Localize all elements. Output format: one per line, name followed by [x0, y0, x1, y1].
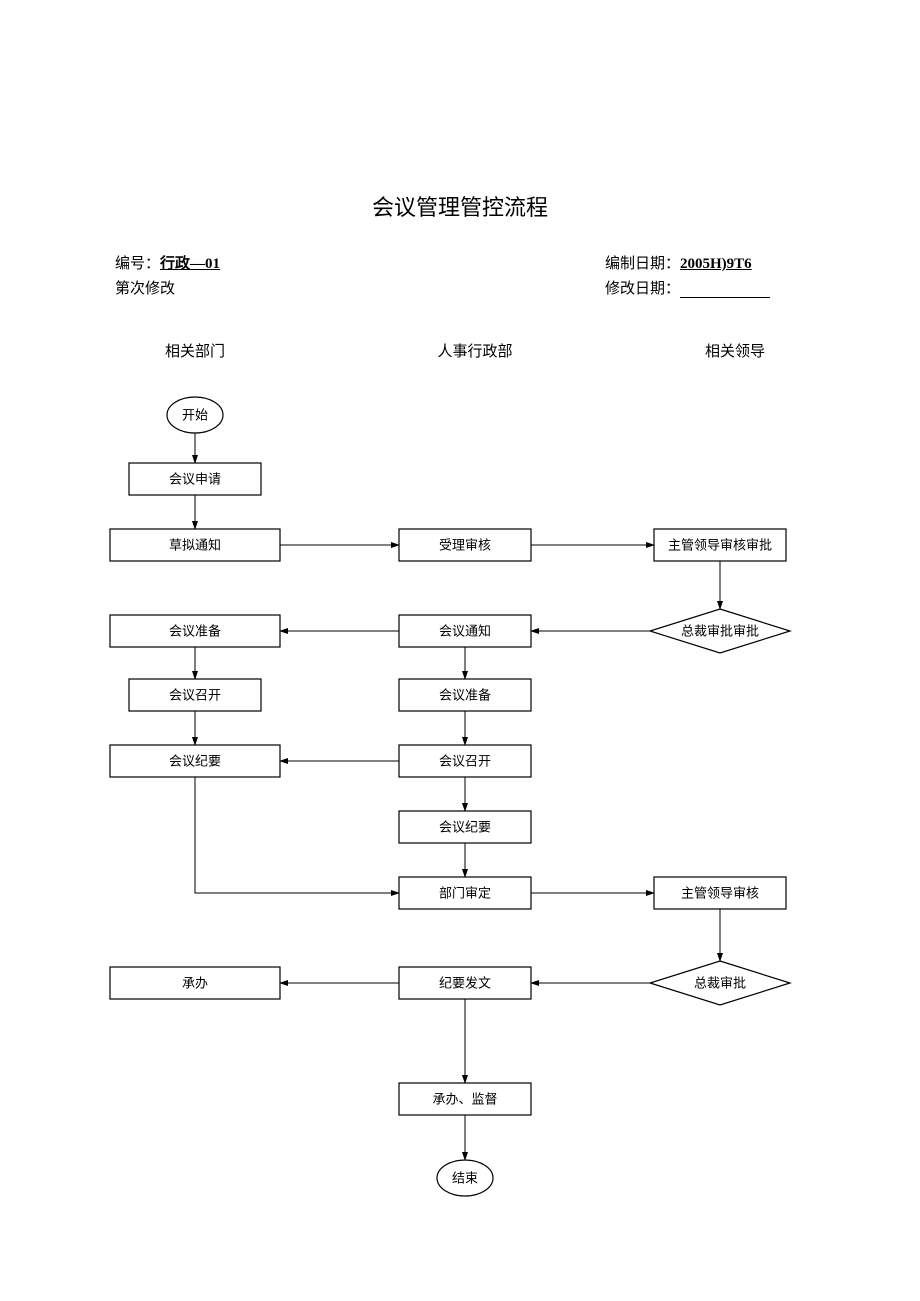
svg-text:会议纪要: 会议纪要 [169, 754, 221, 769]
svg-text:总裁审批审批: 总裁审批审批 [681, 624, 759, 639]
node-n_notice: 会议通知 [399, 615, 531, 647]
svg-text:总裁审批: 总裁审批 [694, 976, 746, 991]
svg-text:结束: 结束 [452, 1171, 478, 1186]
node-n_apply: 会议申请 [129, 463, 261, 495]
node-n_mgr1: 主管领导审核审批 [654, 529, 786, 561]
node-n_dept: 部门审定 [399, 877, 531, 909]
svg-text:会议准备: 会议准备 [169, 624, 221, 639]
svg-text:会议准备: 会议准备 [439, 688, 491, 703]
svg-text:会议申请: 会议申请 [169, 472, 221, 487]
svg-text:主管领导审核: 主管领导审核 [681, 886, 759, 901]
svg-text:主管领导审核审批: 主管领导审核审批 [668, 538, 772, 553]
node-n_hold2: 会议召开 [399, 745, 531, 777]
node-n_prep2: 会议准备 [399, 679, 531, 711]
svg-text:受理审核: 受理审核 [439, 538, 491, 553]
node-n_review: 受理审核 [399, 529, 531, 561]
document-page: 会议管理管控流程 编号：行政—01 第次修改 编制日期：2005H)9T6 修改… [0, 0, 920, 1301]
node-n_issue: 纪要发文 [399, 967, 531, 999]
svg-text:会议通知: 会议通知 [439, 624, 491, 639]
svg-text:纪要发文: 纪要发文 [439, 976, 491, 991]
terminal-end: 结束 [437, 1160, 493, 1196]
node-n_ceo1: 总裁审批审批 [650, 609, 790, 653]
svg-text:开始: 开始 [182, 408, 208, 423]
terminal-start: 开始 [167, 397, 223, 433]
node-n_ceo2: 总裁审批 [650, 961, 790, 1005]
svg-text:草拟通知: 草拟通知 [169, 538, 221, 553]
svg-text:部门审定: 部门审定 [439, 886, 491, 901]
svg-text:承办、监督: 承办、监督 [432, 1092, 497, 1107]
node-n_exec2: 承办、监督 [399, 1083, 531, 1115]
node-n_prep1: 会议准备 [110, 615, 280, 647]
node-n_mgr2: 主管领导审核 [654, 877, 786, 909]
flowchart-canvas: 开始会议申请草拟通知受理审核主管领导审核审批总裁审批审批会议通知会议准备会议召开… [0, 0, 920, 1301]
svg-text:会议纪要: 会议纪要 [439, 820, 491, 835]
node-n_sum1: 会议纪要 [110, 745, 280, 777]
node-n_draft: 草拟通知 [110, 529, 280, 561]
svg-text:承办: 承办 [182, 976, 208, 991]
node-n_sum2: 会议纪要 [399, 811, 531, 843]
node-n_exec1: 承办 [110, 967, 280, 999]
svg-text:会议召开: 会议召开 [439, 754, 491, 769]
svg-text:会议召开: 会议召开 [169, 688, 221, 703]
node-n_hold1: 会议召开 [129, 679, 261, 711]
